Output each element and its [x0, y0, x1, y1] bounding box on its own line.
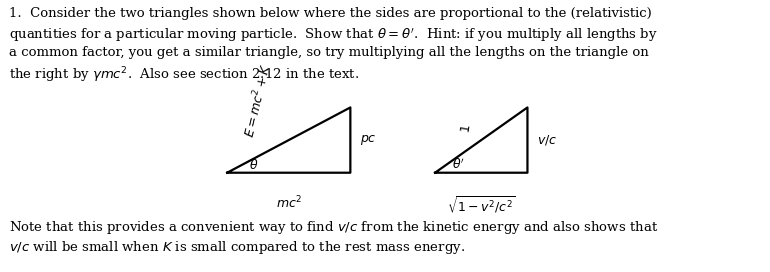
- Text: $v/c$ will be small when $K$ is small compared to the rest mass energy.: $v/c$ will be small when $K$ is small co…: [9, 239, 465, 256]
- Text: Note that this provides a convenient way to find $v/c$ from the kinetic energy a: Note that this provides a convenient way…: [9, 219, 658, 236]
- Text: $mc^2$: $mc^2$: [276, 194, 302, 211]
- Text: quantities for a particular moving particle.  Show that $\theta = \theta'$.  Hin: quantities for a particular moving parti…: [9, 26, 658, 44]
- Text: $\theta$: $\theta$: [249, 157, 258, 172]
- Text: $\sqrt{1-v^2/c^2}$: $\sqrt{1-v^2/c^2}$: [447, 194, 516, 216]
- Text: $\theta'$: $\theta'$: [452, 157, 465, 172]
- Text: $1$: $1$: [459, 124, 473, 135]
- Text: a common factor, you get a similar triangle, so try multiplying all the lengths : a common factor, you get a similar trian…: [9, 46, 649, 59]
- Text: 1.  Consider the two triangles shown below where the sides are proportional to t: 1. Consider the two triangles shown belo…: [9, 7, 652, 20]
- Text: $pc$: $pc$: [360, 133, 377, 147]
- Text: $v/c$: $v/c$: [537, 133, 557, 147]
- Text: the right by $\gamma mc^2$.  Also see section 2.12 in the text.: the right by $\gamma mc^2$. Also see sec…: [9, 66, 360, 85]
- Text: $E = mc^2 + K$: $E = mc^2 + K$: [241, 62, 275, 139]
